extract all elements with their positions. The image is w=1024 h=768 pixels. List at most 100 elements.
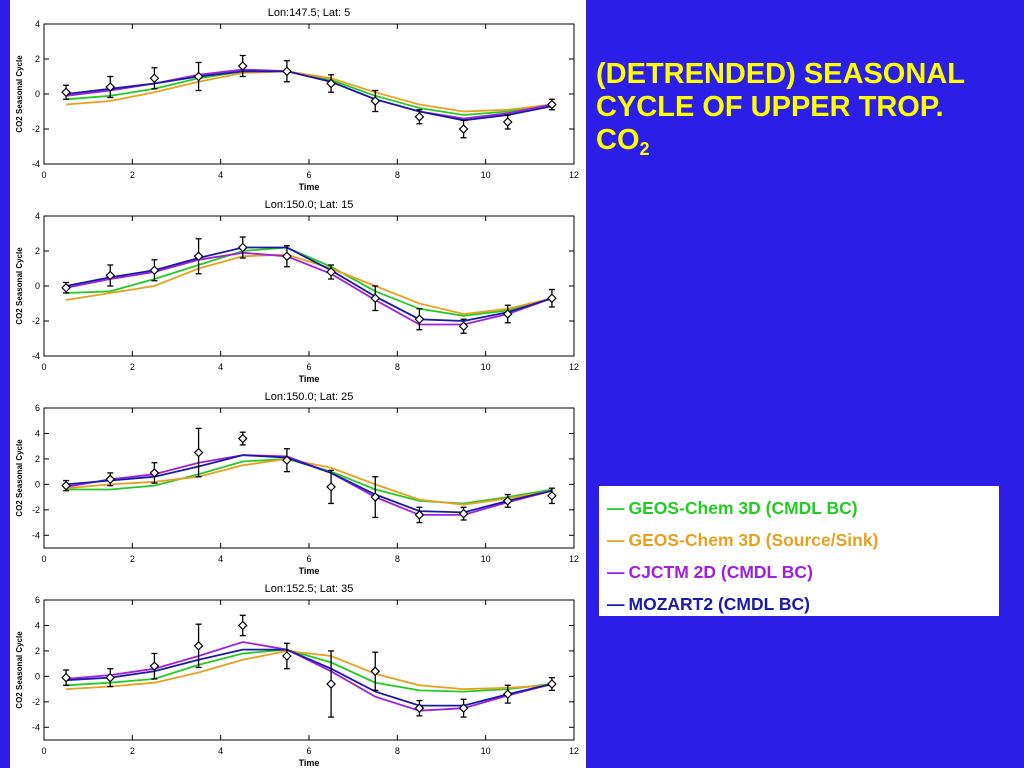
model-series-line [65,251,553,326]
legend-item-mozart2: — MOZART2 (CMDL BC) [607,588,999,620]
model-series-line [66,454,553,514]
chart-title: Lon:147.5; Lat: 5 [268,7,351,19]
y-axis-label: CO2 Seasonal Cycle [15,55,24,133]
y-tick-label: -2 [32,505,40,515]
chart-lat-15: Lon:150.0; Lat: 15 0 2 4 6 8 10 12 -4 -2 0 2 4 Time CO… [15,199,579,384]
observation-point [282,455,292,466]
model-series-line [66,649,552,691]
x-tick-label: 10 [481,362,491,372]
observation-point [414,703,425,714]
observation-point [547,679,557,689]
y-axis-label: CO2 Seasonal Cycle [15,631,24,709]
slide-title-line-3: CO2 [596,124,1022,166]
y-tick-label: -4 [32,351,40,361]
x-tick-label: 10 [481,554,491,564]
legend-dash: — [607,594,625,614]
slide-title-line-1: (DETRENDED) SEASONAL [596,58,965,90]
model-series-line [65,70,553,122]
y-tick-label: 6 [35,595,40,605]
y-tick-label: 2 [35,454,40,464]
observation-point [149,468,160,478]
observation-point [458,508,469,519]
y-tick-label: 6 [35,403,40,413]
y-tick-label: 4 [35,620,40,630]
observation-point [105,270,116,281]
observation-point [282,651,292,661]
legend-dash: — [607,562,625,582]
x-tick-label: 6 [306,746,311,756]
observation-point [370,293,381,304]
x-tick-label: 8 [395,554,400,564]
observation-point [502,496,513,506]
legend-label: CJCTM 2D (CMDL BC) [628,562,813,582]
x-tick-label: 0 [41,362,46,372]
y-tick-label: -2 [32,697,40,707]
x-axis-label: Time [299,374,320,384]
charts-panel [10,0,586,768]
observation-point [326,679,336,689]
y-axis-label: CO2 Seasonal Cycle [15,247,24,325]
y-tick-label: -4 [32,722,40,732]
x-tick-label: 6 [306,362,311,372]
x-tick-label: 2 [130,170,135,180]
legend: — GEOS-Chem 3D (CMDL BC) — GEOS-Chem 3D (S… [599,486,999,616]
y-tick-label: 4 [35,428,40,438]
x-tick-label: 0 [41,554,46,564]
observation-point [414,111,425,122]
x-tick-label: 2 [130,362,135,372]
x-tick-label: 6 [306,554,311,564]
model-series-line [66,70,553,113]
model-series-line [65,454,553,516]
legend-label: MOZART2 (CMDL BC) [628,594,810,614]
plot-frame [43,599,575,741]
y-tick-label: -2 [32,316,40,326]
observation-point [105,474,116,485]
x-tick-label: 10 [481,746,491,756]
y-tick-label: -2 [32,124,40,134]
legend-dash: — [607,530,625,550]
observation-point [547,99,557,110]
x-tick-label: 8 [395,170,400,180]
model-series-line [66,457,553,506]
observation-point [414,510,425,520]
observation-point [282,251,292,262]
x-tick-label: 2 [130,746,135,756]
x-tick-label: 4 [218,170,223,180]
observation-point [547,490,557,501]
observation-point [370,96,381,106]
observation-point [370,666,381,677]
legend-item-cjctm-2d: — CJCTM 2D (CMDL BC) [607,556,999,588]
x-tick-label: 2 [130,554,135,564]
observation-point [61,87,71,98]
observation-point [193,640,204,651]
observation-point [282,66,292,77]
slide-title: (DETRENDED) SEASONAL CYCLE OF UPPER TROP… [596,58,1022,166]
x-tick-label: 12 [569,170,579,180]
y-tick-label: 2 [35,246,40,256]
legend-dash: — [607,498,625,518]
observation-point [61,282,71,293]
observation-point [237,242,248,253]
observation-point [414,314,425,325]
x-axis-label: Time [299,758,320,768]
chart-title: Lon:150.0; Lat: 25 [265,391,354,403]
chart-title: Lon:150.0; Lat: 15 [265,199,354,211]
observation-point [370,492,381,502]
y-tick-label: 2 [35,54,40,64]
observation-point [193,251,204,262]
observation-point [193,447,204,458]
y-tick-label: 0 [35,479,40,489]
slide-title-co: CO [596,124,640,156]
model-series-line [65,253,553,315]
x-tick-label: 0 [41,170,46,180]
x-axis-label: Time [299,182,320,192]
observation-point [502,309,513,319]
x-tick-label: 12 [569,746,579,756]
observation-point [547,293,557,304]
slide-title-subscript: 2 [639,139,650,159]
x-tick-label: 4 [218,554,223,564]
x-tick-label: 0 [41,746,46,756]
y-tick-label: -4 [32,530,40,540]
y-tick-label: 2 [35,646,40,656]
model-series-line [66,641,553,712]
